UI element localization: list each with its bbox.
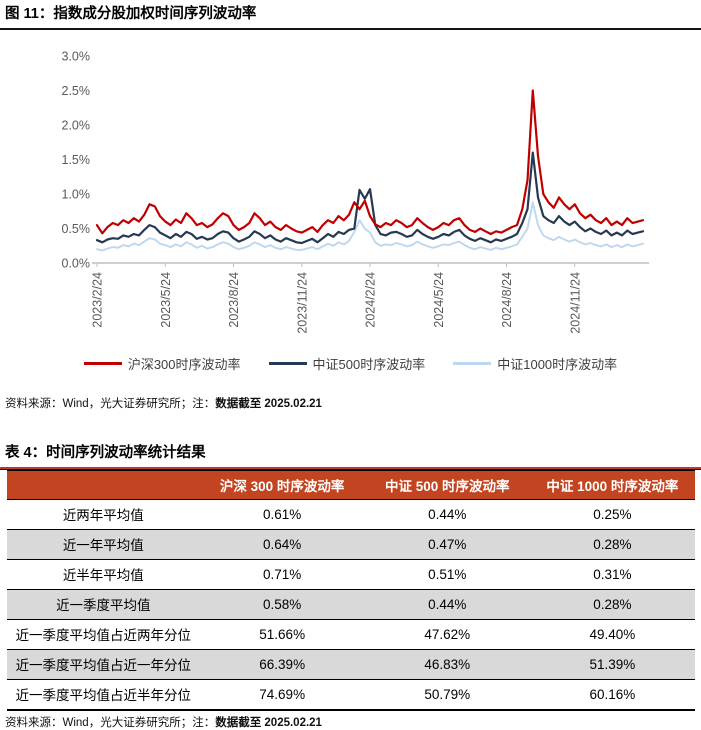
row-value: 0.31%	[529, 559, 695, 590]
table-header: 沪深 300 时序波动率 中证 500 时序波动率 中证 1000 时序波动率	[7, 469, 695, 500]
series-line-2	[96, 201, 644, 252]
row-label: 近一季度平均值占近一年分位	[7, 649, 200, 680]
row-value: 0.58%	[199, 589, 365, 620]
row-value: 0.47%	[364, 529, 530, 560]
table-source-text: 资料来源：Wind，光大证券研究所；注：	[5, 716, 216, 729]
table-row: 近一季度平均值占近一年分位 66.39% 46.83% 51.39%	[7, 649, 695, 680]
table-caption: 表 4：时间序列波动率统计结果	[5, 444, 206, 461]
chart-legend: 沪深300时序波动率 中证500时序波动率 中证1000时序波动率	[0, 354, 701, 373]
x-axis-tick-label: 2023/2/24	[91, 272, 105, 328]
table-source-date: 数据截至 2025.02.21	[215, 716, 322, 729]
x-axis-tick-label: 2024/5/24	[432, 272, 446, 328]
legend-item-0: 沪深300时序波动率	[83, 354, 241, 373]
y-axis-tick-label: 0.5%	[62, 222, 91, 236]
table-source-note: 资料来源：Wind，光大证券研究所；注：数据截至 2025.02.21	[0, 714, 701, 730]
series-line-0	[95, 89, 645, 235]
row-value: 0.64%	[199, 529, 365, 560]
x-axis-tick-label: 2023/11/24	[295, 272, 309, 334]
row-value: 51.66%	[199, 619, 365, 650]
row-value: 0.28%	[529, 589, 695, 620]
legend-label: 中证1000时序波动率	[497, 356, 618, 372]
row-value: 49.40%	[529, 619, 695, 650]
row-value: 0.51%	[364, 559, 530, 590]
row-label: 近半年平均值	[7, 559, 200, 590]
x-axis-tick-label: 2024/2/24	[364, 272, 378, 328]
x-axis-tick-label: 2024/11/24	[568, 272, 582, 334]
x-axis-tick-label: 2024/8/24	[500, 272, 514, 328]
column-header-1: 沪深 300 时序波动率	[199, 469, 365, 500]
figure-source-note: 资料来源：Wind，光大证券研究所；注：数据截至 2025.02.21	[0, 395, 701, 411]
y-axis-tick-label: 1.0%	[62, 187, 91, 201]
figure-source-text: 资料来源：Wind，光大证券研究所；注：	[5, 397, 216, 410]
row-label: 近两年平均值	[7, 499, 200, 530]
table-row: 近一季度平均值占近半年分位 74.69% 50.79% 60.16%	[7, 679, 695, 711]
row-value: 0.25%	[529, 499, 695, 530]
row-value: 66.39%	[199, 649, 365, 680]
legend-line-swatch	[453, 361, 492, 365]
table-caption-rule	[0, 466, 701, 470]
row-value: 47.62%	[364, 619, 530, 650]
legend-label: 沪深300时序波动率	[127, 356, 241, 372]
row-label: 近一季度平均值	[7, 589, 200, 620]
row-value: 0.71%	[199, 559, 365, 590]
column-header-empty	[7, 469, 200, 500]
legend-line-swatch	[83, 361, 122, 365]
row-label: 近一季度平均值占近两年分位	[7, 619, 200, 650]
legend-item-1: 中证500时序波动率	[268, 354, 426, 373]
y-axis-tick-label: 1.5%	[62, 153, 91, 167]
table-header-row: 沪深 300 时序波动率 中证 500 时序波动率 中证 1000 时序波动率	[7, 469, 695, 500]
row-value: 0.44%	[364, 589, 530, 620]
volatility-chart: 0.0% 0.5% 1.0% 1.5% 2.0% 2.5% 3.0% 2023/2/24 202…	[62, 49, 649, 334]
y-axis-tick-label: 2.0%	[62, 118, 91, 132]
x-axis-tick-label: 2023/5/24	[159, 272, 173, 328]
column-header-3: 中证 1000 时序波动率	[529, 469, 695, 500]
row-label: 近一季度平均值占近半年分位	[7, 679, 200, 711]
row-value: 74.69%	[199, 679, 365, 711]
figure-caption: 图 11：指数成分股加权时间序列波动率	[5, 6, 257, 22]
y-axis-tick-label: 0.0%	[62, 256, 91, 270]
row-value: 0.44%	[364, 499, 530, 530]
row-value: 0.61%	[199, 499, 365, 530]
column-header-2: 中证 500 时序波动率	[364, 469, 530, 500]
figure-source-date: 数据截至 2025.02.21	[215, 397, 322, 410]
row-value: 0.28%	[529, 529, 695, 560]
y-axis-tick-label: 2.5%	[62, 84, 91, 98]
row-value: 51.39%	[529, 649, 695, 680]
legend-item-2: 中证1000时序波动率	[453, 354, 617, 373]
series-line-1	[95, 151, 645, 244]
table-row: 近半年平均值 0.71% 0.51% 0.31%	[7, 559, 695, 590]
table-row: 近一季度平均值 0.58% 0.44% 0.28%	[7, 589, 695, 620]
row-label: 近一年平均值	[7, 529, 200, 560]
volatility-stats-table: 沪深 300 时序波动率 中证 500 时序波动率 中证 1000 时序波动率 近两…	[7, 469, 695, 711]
row-value: 60.16%	[529, 679, 695, 711]
table-body: 近两年平均值 0.61% 0.44% 0.25% 近一年平均值 0.64% 0.47% 0.2…	[7, 499, 695, 711]
row-value: 46.83%	[364, 649, 530, 680]
table-row: 近两年平均值 0.61% 0.44% 0.25%	[7, 499, 695, 530]
figure-caption-rule	[0, 27, 701, 30]
y-axis-tick-label: 3.0%	[62, 49, 91, 63]
legend-line-swatch	[268, 361, 307, 365]
legend-label: 中证500时序波动率	[312, 356, 426, 372]
table-row: 近一年平均值 0.64% 0.47% 0.28%	[7, 529, 695, 560]
row-value: 50.79%	[364, 679, 530, 711]
table-row: 近一季度平均值占近两年分位 51.66% 47.62% 49.40%	[7, 619, 695, 650]
x-axis-tick-label: 2023/8/24	[227, 272, 241, 328]
